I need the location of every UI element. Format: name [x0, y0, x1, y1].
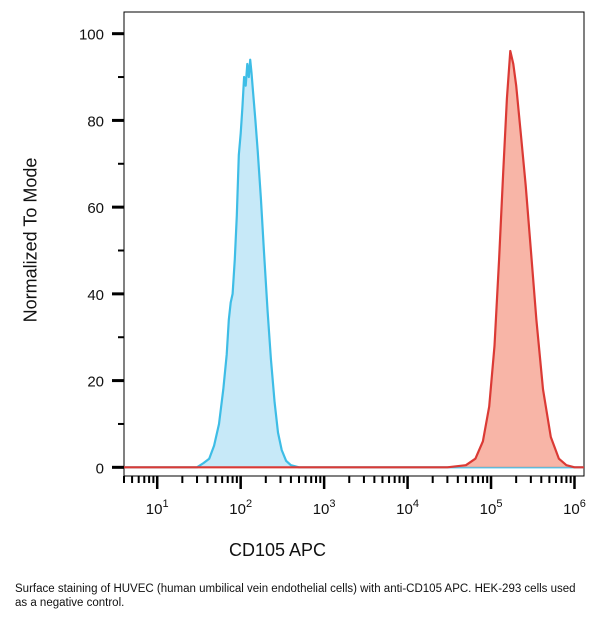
x-tick-label: 101 — [146, 498, 169, 518]
x-axis-label: CD105 APC — [228, 540, 327, 560]
y-tick-label: 40 — [87, 287, 104, 304]
y-tick-label: 60 — [87, 200, 104, 217]
plot-frame — [123, 11, 585, 477]
y-tick-label: 20 — [87, 374, 104, 391]
y-axis-label: Normalized To Mode — [20, 157, 41, 323]
series-2-fill — [124, 51, 584, 468]
figure-caption: Surface staining of HUVEC (human umbilic… — [15, 583, 576, 609]
y-tick-label: 80 — [87, 113, 104, 130]
x-tick-label: 105 — [480, 498, 503, 518]
x-tick-label: 104 — [396, 498, 419, 518]
x-tick-label: 103 — [313, 498, 336, 518]
series-2-line — [124, 49, 584, 469]
series-1-line — [124, 58, 584, 469]
y-tick-label: 0 — [96, 460, 104, 477]
y-tick-label: 100 — [79, 27, 104, 44]
x-tick-label: 102 — [229, 498, 252, 518]
x-tick-label: 106 — [563, 498, 586, 518]
histogram-chart: 0 20 40 60 80 100 101 102 103 104 105 106 — [79, 11, 586, 518]
